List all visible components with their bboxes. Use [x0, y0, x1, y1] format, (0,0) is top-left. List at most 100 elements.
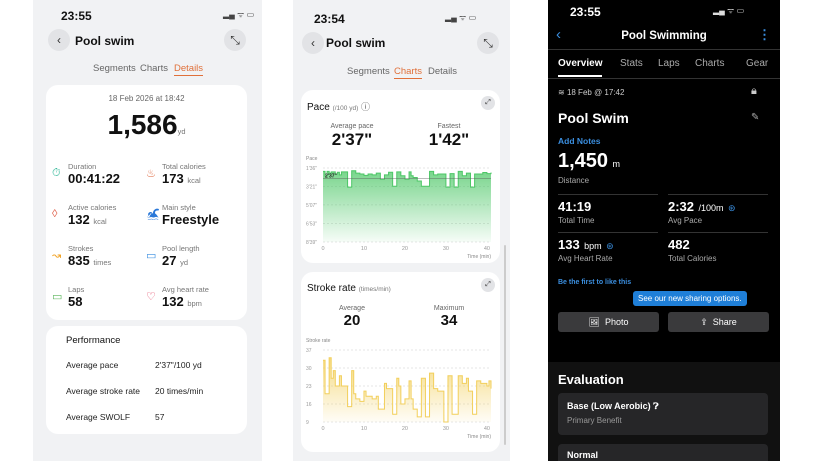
y-tick-label: 8'39" [306, 240, 317, 246]
activity-name: Pool Swim [558, 110, 629, 126]
y-axis-label: Pace [306, 156, 318, 162]
y-tick-label: 5'07" [306, 203, 317, 209]
trend-icon: ⊛ [606, 241, 614, 251]
tab-charts[interactable]: Charts [140, 63, 168, 74]
tab-charts[interactable]: Charts [695, 58, 725, 69]
tab-laps[interactable]: Laps [658, 58, 680, 69]
summary-card: 18 Feb 2026 at 18:42 1,586yd ⏱ Duration … [46, 85, 247, 320]
x-tick-label: 0 [321, 246, 324, 252]
stopwatch-icon: ⏱ [52, 167, 61, 179]
tab-details[interactable]: Details [428, 66, 458, 77]
flame-icon: ◊ [52, 208, 58, 220]
performance-row: Average pace 2'37"/100 yd [66, 360, 202, 370]
help-icon: ❓︎ [653, 401, 659, 411]
maximum-stroke-rate: Maximum 34 [433, 305, 465, 329]
calorie-icon: ♨ [146, 168, 156, 180]
y-tick-label: 30 [306, 366, 312, 372]
lock-icon[interactable]: 🔒︎ [751, 85, 757, 97]
x-tick-label: 40 [484, 426, 490, 432]
performance-row: Average stroke rate 20 times/min [66, 386, 204, 396]
pace-chart: Pace 1'36" 3'21" 5'07" 6'53" 8'39" 0 10 20 30 40 Ti… [306, 156, 492, 260]
series-area [323, 170, 491, 242]
x-tick-label: 10 [361, 426, 367, 432]
evaluation-section: Evaluation Base (Low Aerobic) ❓︎ Primary… [548, 362, 780, 461]
details-screen: 23:55 ▂▄ ᯤ ▭ ‹ Pool swim ⤡ Segments Char… [33, 0, 262, 461]
share-button[interactable]: ⇪ Share [668, 312, 769, 332]
photo-button[interactable]: 🖼︎ Photo [558, 312, 659, 332]
metric-laps: ▭ Laps 58 [52, 285, 85, 309]
stat-total-calories: 482 Total Calories [668, 232, 768, 263]
x-tick-label: 20 [402, 426, 408, 432]
add-notes-link[interactable]: Add Notes [558, 136, 601, 146]
page-title: Pool Swimming [621, 30, 707, 42]
distance-value: 1,450 m [558, 150, 621, 172]
metric-avg-heart-rate: ♡ Avg heart rate 132 bpm [146, 285, 209, 309]
tab-segments[interactable]: Segments [93, 63, 136, 74]
series-line [323, 357, 492, 423]
charts-screen: 23:54 ▂▄ ᯤ ▭ ‹ Pool swim ⤡ Segments Char… [293, 0, 510, 461]
info-icon: ⓘ [361, 102, 371, 112]
metric-main-style: 🏊︎ Main style Freestyle [146, 203, 220, 227]
evaluation-card[interactable]: Normal [558, 444, 768, 461]
expand-icon[interactable]: ⤢ [481, 96, 495, 110]
y-tick-label: 23 [306, 384, 312, 390]
page-title: Pool swim [75, 34, 135, 48]
route-icon[interactable]: ⤡ [224, 29, 246, 51]
average-line-label: 2'37" [325, 174, 338, 180]
tab-charts[interactable]: Charts [394, 66, 422, 79]
route-icon[interactable]: ⤡ [477, 32, 499, 54]
trend-icon: ⊛ [727, 203, 736, 213]
pool-icon: ▭ [146, 250, 157, 262]
metric-strokes: ↝ Strokes 835 times [52, 244, 112, 268]
x-tick-label: 30 [443, 246, 449, 252]
performance-row: Average SWOLF 57 [66, 412, 165, 422]
back-button[interactable]: ‹ [48, 29, 70, 51]
activity-date: ≋ 18 Feb @ 17:42 [558, 88, 625, 97]
laps-icon: ▭ [52, 291, 63, 303]
status-icons: ▂▄ ᯤ ▭ [223, 10, 255, 19]
expand-icon[interactable]: ⤢ [481, 278, 495, 292]
x-tick-label: 20 [402, 246, 408, 252]
edit-icon[interactable]: ✎ [751, 112, 760, 123]
evaluation-title: Evaluation [558, 372, 624, 387]
x-tick-label: 10 [361, 246, 367, 252]
stroke-rate-title: Stroke rate (times/min) [307, 283, 391, 294]
scrollbar[interactable] [504, 245, 506, 445]
series-line [323, 170, 492, 188]
like-link[interactable]: Be the first to like this [558, 279, 632, 286]
fastest-pace: Fastest 1'42" [428, 123, 470, 149]
tab-overview[interactable]: Overview [558, 58, 603, 77]
divider [548, 78, 780, 79]
performance-title: Performance [66, 335, 121, 346]
pace-title: Pace (/100 yd) ⓘ [307, 102, 371, 113]
stat-avg-pace: 2:32 /100m ⊛ Avg Pace [668, 194, 768, 225]
overview-screen: 23:55 ▂▄ ᯤ ▭ ‹ Pool Swimming ⋮ Overview … [548, 0, 780, 461]
tab-gear[interactable]: Gear [746, 58, 769, 69]
swim-icon: ≋ [558, 88, 565, 97]
stroke-icon: ↝ [52, 250, 62, 262]
y-tick-label: 1'36" [306, 166, 317, 172]
back-button[interactable]: ‹ [556, 26, 561, 43]
average-stroke-rate: Average 20 [339, 305, 365, 329]
y-axis-label: Stroke rate [306, 338, 331, 344]
tab-details[interactable]: Details [174, 63, 204, 76]
more-menu-icon[interactable]: ⋮ [758, 27, 771, 42]
share-icon: ⇪ [700, 316, 708, 327]
y-tick-label: 3'21" [306, 184, 317, 190]
stroke-rate-card: Stroke rate (times/min) ⤢ Average 20 Maxi… [301, 272, 500, 452]
back-button[interactable]: ‹ [302, 32, 324, 54]
swimmer-icon: 🏊︎ [146, 209, 160, 221]
status-time: 23:54 [314, 12, 345, 26]
status-time: 23:55 [570, 5, 601, 19]
total-distance: 1,586yd [107, 109, 186, 140]
y-tick-label: 16 [306, 402, 312, 408]
series-area [323, 357, 491, 422]
metric-duration: ⏱ Duration 00:41:22 [52, 162, 121, 186]
benefit-card[interactable]: Base (Low Aerobic) ❓︎ Primary Benefit [558, 393, 768, 435]
sharing-tooltip[interactable]: See our new sharing options. [633, 291, 747, 306]
x-axis-label: Time (min) [467, 434, 491, 440]
metric-total-calories: ♨ Total calories 173 kcal [146, 162, 206, 186]
x-axis-label: Time (min) [467, 254, 491, 260]
tab-segments[interactable]: Segments [347, 66, 390, 77]
tab-stats[interactable]: Stats [620, 58, 643, 69]
